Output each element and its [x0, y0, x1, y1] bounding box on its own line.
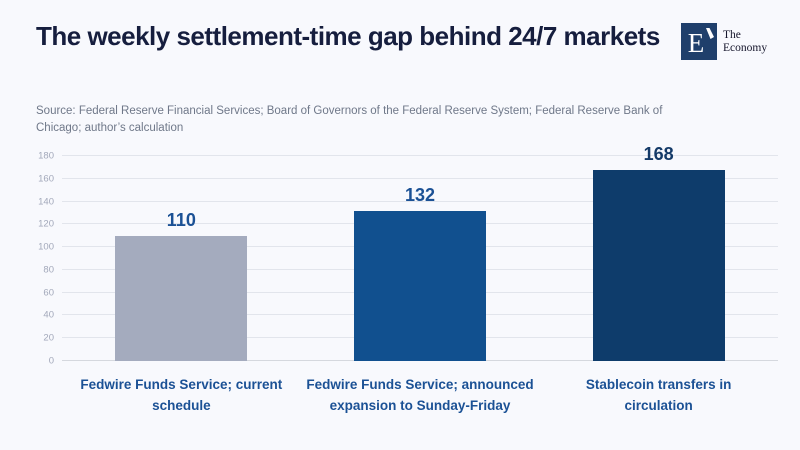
category-label-text: Fedwire Funds Service; announced expansi…	[306, 377, 534, 413]
source-note: Source: Federal Reserve Financial Servic…	[36, 105, 663, 134]
gridline	[62, 177, 778, 179]
page-title: The weekly settlement-time gap behind 24…	[36, 21, 660, 51]
y-axis-tick-label: 140	[38, 196, 54, 208]
category-label: Fedwire Funds Service; current schedule	[62, 374, 301, 416]
category-label-text: Stablecoin transfers in circulation	[585, 377, 732, 413]
bar-value-label: 132	[404, 184, 436, 205]
bar-1	[115, 235, 248, 361]
bar-3	[592, 169, 725, 361]
y-axis-tick-label: 180	[38, 150, 54, 162]
y-axis-tick-label: 60	[43, 287, 54, 299]
gridline	[62, 200, 778, 202]
bar-2	[354, 210, 486, 361]
y-axis-tick-label: 100	[38, 241, 54, 253]
logo-e-letter: E	[687, 27, 705, 58]
y-axis-tick-label: 160	[38, 173, 54, 185]
category-label: Fedwire Funds Service; announced expansi…	[301, 374, 540, 416]
y-axis-tick-label: 20	[43, 332, 54, 344]
y-axis-tick-label: 40	[43, 309, 54, 321]
y-axis-tick-label: 120	[38, 218, 54, 230]
category-labels: Fedwire Funds Service; current schedule F…	[62, 374, 778, 416]
y-axis-tick-label: 80	[43, 264, 54, 276]
bar-value-label: 110	[166, 209, 196, 230]
logo-mark-box: E	[681, 23, 717, 60]
bar-value-label: 168	[643, 143, 674, 164]
gridline	[62, 155, 778, 156]
category-label: Stablecoin transfers in circulation	[539, 374, 778, 416]
logo-wordmark: The Economy	[723, 23, 767, 55]
the-economy-logo: E The Economy	[681, 23, 767, 60]
category-label-text: Fedwire Funds Service; current schedule	[80, 377, 283, 413]
plot-area: 0 20 40 60 80 100 120 140 160 180 110 132 168	[38, 144, 778, 367]
logo-wordmark-line2: Economy	[723, 42, 768, 54]
logo-accent-icon	[705, 26, 714, 44]
logo-wordmark-line1: The	[723, 29, 741, 41]
y-axis-tick-label: 0	[48, 355, 54, 367]
